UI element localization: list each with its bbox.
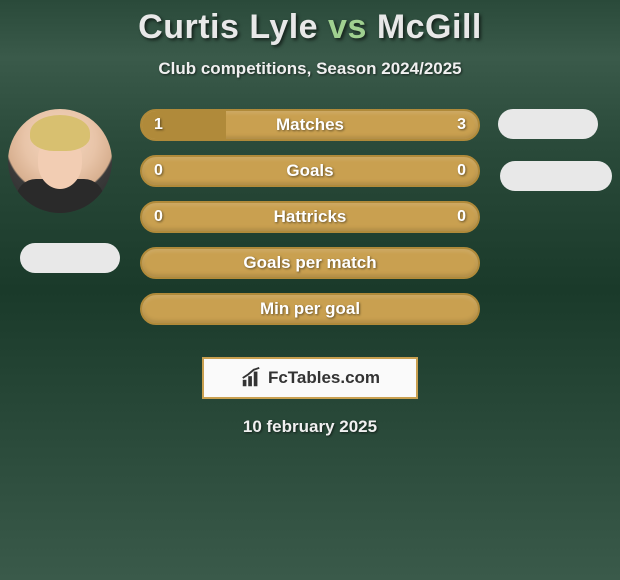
brand-box[interactable]: FcTables.com (202, 357, 418, 399)
bar-chart-icon (240, 367, 262, 389)
stat-label: Goals per match (142, 249, 478, 277)
stat-label: Min per goal (142, 295, 478, 323)
comparison-body: 1 Matches 3 0 Goals 0 0 Hattricks 0 Goal… (0, 109, 620, 349)
comparison-card: Curtis Lyle vs McGill Club competitions,… (0, 0, 620, 580)
stat-label: Hattricks (142, 203, 478, 231)
stat-bar-goals-per-match: Goals per match (140, 247, 480, 279)
brand-text: FcTables.com (268, 368, 380, 388)
page-title: Curtis Lyle vs McGill (0, 0, 620, 47)
player-a-name: Curtis Lyle (138, 8, 318, 46)
stat-label: Goals (142, 157, 478, 185)
stat-bar-hattricks: 0 Hattricks 0 (140, 201, 480, 233)
stat-bar-min-per-goal: Min per goal (140, 293, 480, 325)
avatar-player-a (8, 109, 112, 213)
stat-value-right: 0 (457, 203, 466, 231)
name-pill-player-b-bottom (500, 161, 612, 191)
name-pill-player-a (20, 243, 120, 273)
stat-value-right: 3 (457, 111, 466, 139)
stat-bar-matches: 1 Matches 3 (140, 109, 480, 141)
name-pill-player-b-top (498, 109, 598, 139)
date-text: 10 february 2025 (0, 417, 620, 437)
vs-text: vs (328, 8, 367, 46)
player-b-name: McGill (377, 8, 482, 46)
subtitle: Club competitions, Season 2024/2025 (0, 59, 620, 79)
stat-bar-goals: 0 Goals 0 (140, 155, 480, 187)
stat-value-right: 0 (457, 157, 466, 185)
stat-bars: 1 Matches 3 0 Goals 0 0 Hattricks 0 Goal… (140, 109, 480, 339)
stat-label: Matches (142, 111, 478, 139)
